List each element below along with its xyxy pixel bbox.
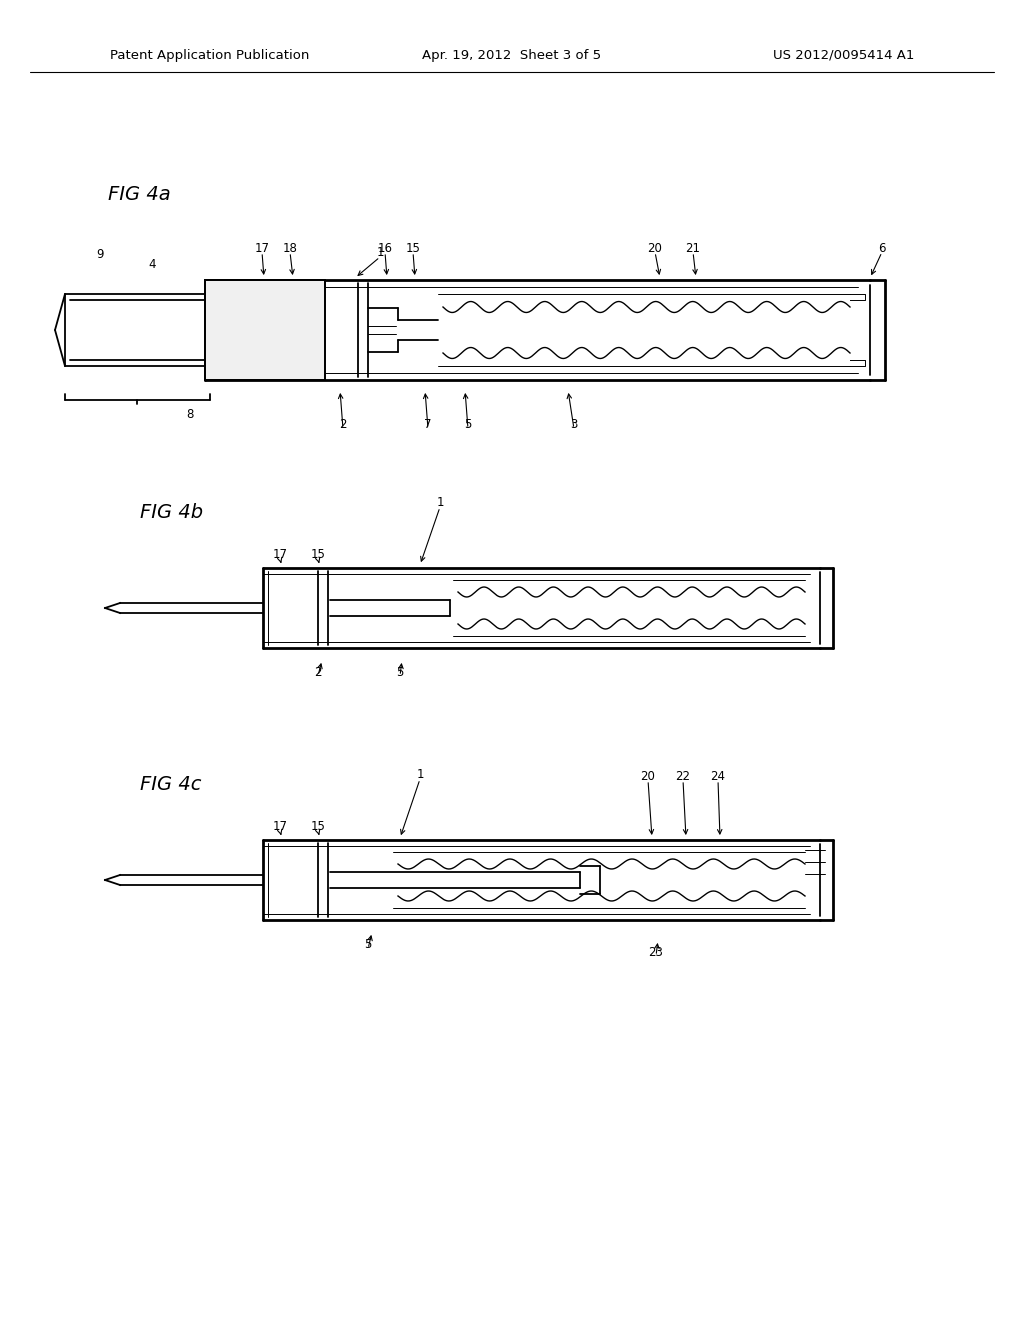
- Text: Patent Application Publication: Patent Application Publication: [110, 49, 309, 62]
- Text: 18: 18: [283, 242, 297, 255]
- Text: 5: 5: [365, 939, 372, 952]
- Text: 2: 2: [314, 665, 322, 678]
- Text: 23: 23: [648, 945, 664, 958]
- Text: 20: 20: [641, 770, 655, 783]
- Text: 3: 3: [570, 418, 578, 432]
- Text: 22: 22: [676, 770, 690, 783]
- Text: US 2012/0095414 A1: US 2012/0095414 A1: [773, 49, 914, 62]
- Text: 2: 2: [339, 418, 347, 432]
- Text: 15: 15: [310, 821, 326, 833]
- Text: Apr. 19, 2012  Sheet 3 of 5: Apr. 19, 2012 Sheet 3 of 5: [423, 49, 601, 62]
- Text: 20: 20: [647, 242, 663, 255]
- Text: 5: 5: [464, 418, 472, 432]
- Text: 24: 24: [711, 770, 725, 783]
- Text: 9: 9: [96, 248, 103, 261]
- Text: 17: 17: [255, 242, 269, 255]
- Text: 5: 5: [396, 665, 403, 678]
- Text: 21: 21: [685, 242, 700, 255]
- Bar: [205, 280, 325, 380]
- Text: 8: 8: [186, 408, 194, 421]
- Text: FIG 4b: FIG 4b: [140, 503, 203, 523]
- Text: 4: 4: [148, 259, 156, 272]
- Bar: [205, 280, 325, 380]
- Text: 7: 7: [424, 418, 432, 432]
- Text: FIG 4c: FIG 4c: [140, 776, 202, 795]
- Text: 1: 1: [376, 247, 384, 260]
- Text: FIG 4a: FIG 4a: [108, 186, 171, 205]
- Text: 1: 1: [436, 496, 443, 510]
- Text: 15: 15: [310, 549, 326, 561]
- Text: 15: 15: [406, 242, 421, 255]
- Text: 17: 17: [272, 821, 288, 833]
- Text: 6: 6: [879, 242, 886, 255]
- Text: 1: 1: [416, 768, 424, 781]
- Text: 16: 16: [378, 242, 392, 255]
- Text: 17: 17: [272, 549, 288, 561]
